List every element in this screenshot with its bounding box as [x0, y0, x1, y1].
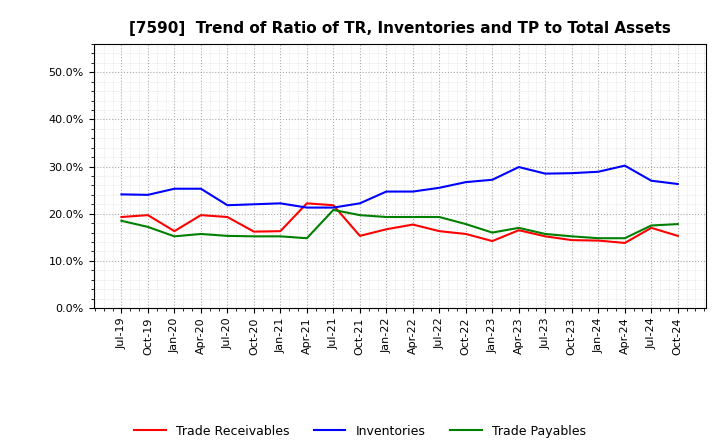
Inventories: [382, 189, 391, 194]
Trade Payables: [382, 214, 391, 220]
Trade Payables: [462, 221, 470, 227]
Trade Payables: [356, 213, 364, 218]
Trade Receivables: [223, 214, 232, 220]
Inventories: [170, 186, 179, 191]
Title: [7590]  Trend of Ratio of TR, Inventories and TP to Total Assets: [7590] Trend of Ratio of TR, Inventories…: [129, 21, 670, 36]
Trade Receivables: [488, 238, 497, 244]
Trade Receivables: [541, 234, 549, 239]
Trade Payables: [329, 207, 338, 213]
Legend: Trade Receivables, Inventories, Trade Payables: Trade Receivables, Inventories, Trade Pa…: [130, 420, 590, 440]
Trade Payables: [621, 235, 629, 241]
Trade Payables: [594, 235, 603, 241]
Trade Receivables: [170, 228, 179, 234]
Trade Receivables: [408, 222, 417, 227]
Trade Receivables: [302, 201, 311, 206]
Trade Payables: [276, 234, 284, 239]
Inventories: [329, 205, 338, 210]
Trade Payables: [488, 230, 497, 235]
Inventories: [594, 169, 603, 174]
Line: Inventories: Inventories: [122, 165, 678, 208]
Line: Trade Receivables: Trade Receivables: [122, 203, 678, 243]
Inventories: [567, 171, 576, 176]
Inventories: [408, 189, 417, 194]
Trade Payables: [647, 223, 656, 228]
Trade Payables: [435, 214, 444, 220]
Trade Receivables: [647, 225, 656, 231]
Trade Receivables: [567, 238, 576, 243]
Trade Receivables: [197, 213, 205, 218]
Inventories: [276, 201, 284, 206]
Trade Receivables: [382, 227, 391, 232]
Trade Payables: [117, 218, 126, 224]
Inventories: [223, 202, 232, 208]
Inventories: [647, 178, 656, 183]
Inventories: [302, 205, 311, 210]
Inventories: [673, 181, 682, 187]
Trade Receivables: [117, 214, 126, 220]
Trade Payables: [143, 224, 152, 230]
Inventories: [197, 186, 205, 191]
Inventories: [541, 171, 549, 176]
Inventories: [117, 192, 126, 197]
Inventories: [356, 201, 364, 206]
Trade Payables: [673, 221, 682, 227]
Trade Receivables: [276, 228, 284, 234]
Trade Receivables: [673, 233, 682, 238]
Trade Payables: [567, 234, 576, 239]
Trade Payables: [170, 234, 179, 239]
Inventories: [250, 202, 258, 207]
Trade Payables: [302, 235, 311, 241]
Trade Receivables: [435, 228, 444, 234]
Trade Payables: [250, 234, 258, 239]
Inventories: [621, 163, 629, 168]
Trade Receivables: [250, 229, 258, 234]
Trade Receivables: [594, 238, 603, 243]
Trade Payables: [223, 233, 232, 238]
Trade Payables: [408, 214, 417, 220]
Inventories: [462, 180, 470, 185]
Inventories: [515, 165, 523, 170]
Trade Receivables: [462, 231, 470, 237]
Trade Receivables: [515, 227, 523, 233]
Trade Receivables: [356, 233, 364, 238]
Inventories: [143, 192, 152, 198]
Trade Payables: [515, 225, 523, 231]
Inventories: [488, 177, 497, 183]
Trade Receivables: [329, 202, 338, 208]
Trade Payables: [197, 231, 205, 237]
Trade Receivables: [143, 213, 152, 218]
Trade Receivables: [621, 240, 629, 246]
Inventories: [435, 185, 444, 191]
Line: Trade Payables: Trade Payables: [122, 210, 678, 238]
Trade Payables: [541, 231, 549, 237]
